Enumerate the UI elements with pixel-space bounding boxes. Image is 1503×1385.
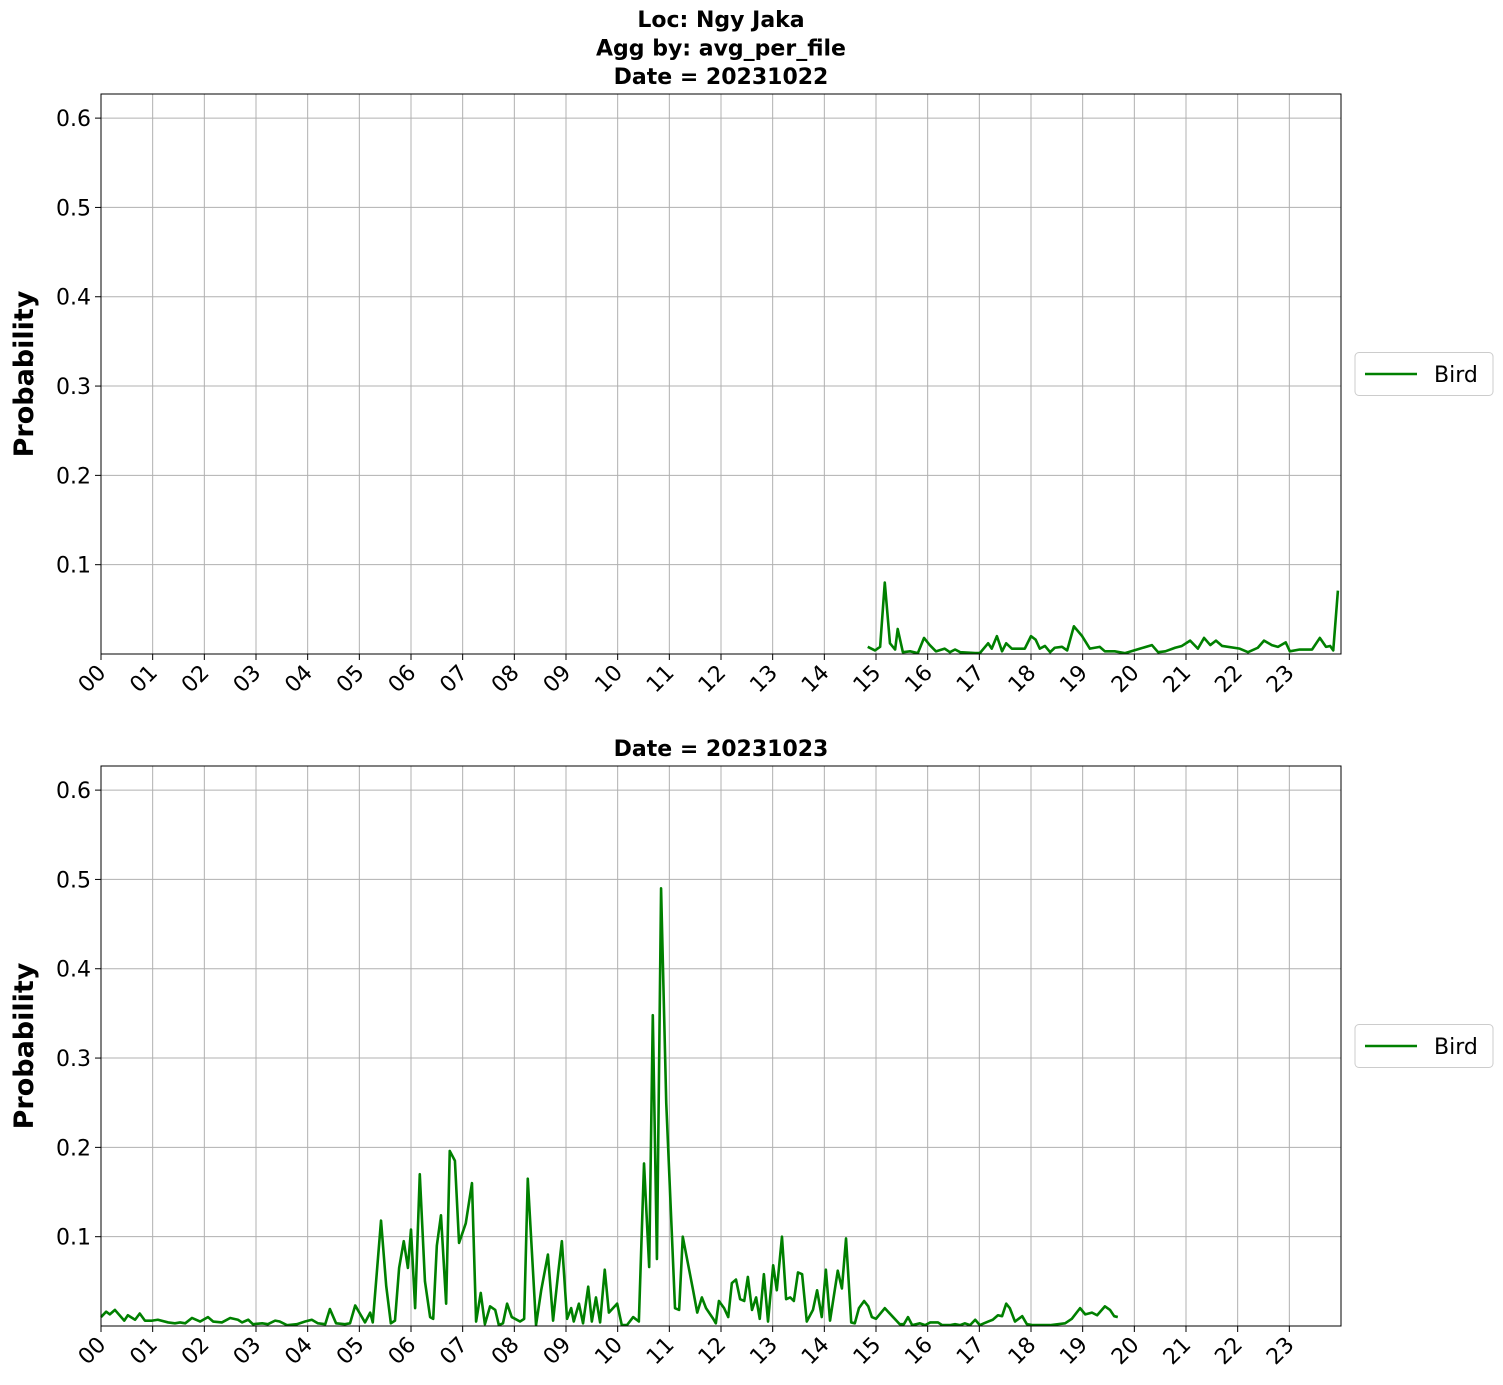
- x-tick-label: 15: [849, 661, 886, 698]
- y-tick-label: 0.5: [56, 868, 91, 893]
- legend-label: Bird: [1434, 1035, 1478, 1060]
- data-line: [100, 887, 1119, 1327]
- y-tick-label: 0.4: [56, 286, 91, 311]
- y-tick-label: 0.6: [56, 107, 91, 132]
- x-tick-label: 12: [694, 661, 731, 698]
- y-tick-label: 0.3: [56, 1047, 91, 1072]
- x-tick-label: 12: [694, 1333, 731, 1370]
- data-line: [867, 581, 1340, 655]
- x-tick-label: 08: [487, 661, 524, 698]
- x-tick-label: 03: [229, 1333, 266, 1370]
- x-tick-label: 20: [1107, 661, 1144, 698]
- y-tick-label: 0.3: [56, 375, 91, 400]
- x-tick-label: 07: [435, 661, 472, 698]
- y-tick-label: 0.1: [56, 1226, 91, 1251]
- axes-frame: [100, 765, 1342, 1327]
- x-tick-label: 06: [384, 1333, 421, 1370]
- x-tick-label: 07: [435, 1333, 472, 1370]
- x-tick-label: 02: [177, 661, 214, 698]
- x-tick-label: 19: [1055, 661, 1092, 698]
- x-tick-label: 10: [590, 661, 627, 698]
- y-tick-label: 0.2: [56, 464, 91, 489]
- y-tick-label: 0.6: [56, 779, 91, 804]
- x-tick-label: 02: [177, 1333, 214, 1370]
- chart-title: Date = 20231022: [614, 65, 829, 90]
- x-tick-label: 01: [125, 661, 162, 698]
- legend-box: [1354, 1024, 1494, 1068]
- x-tick-label: 22: [1210, 1333, 1247, 1370]
- y-tick-label: 0.2: [56, 1136, 91, 1161]
- x-tick-label: 09: [539, 661, 576, 698]
- x-tick-label: 16: [900, 1333, 937, 1370]
- x-tick-label: 11: [642, 1333, 679, 1370]
- y-tick-label: 0.5: [56, 196, 91, 221]
- x-tick-label: 14: [797, 1333, 834, 1370]
- x-tick-label: 17: [952, 661, 989, 698]
- x-tick-label: 18: [1004, 661, 1041, 698]
- x-tick-label: 04: [280, 661, 317, 698]
- x-tick-label: 05: [332, 1333, 369, 1370]
- legend-label: Bird: [1434, 363, 1478, 388]
- x-tick-label: 16: [900, 661, 937, 698]
- x-tick-label: 09: [539, 1333, 576, 1370]
- x-tick-label: 05: [332, 661, 369, 698]
- x-tick-label: 14: [797, 661, 834, 698]
- x-tick-label: 00: [74, 661, 111, 698]
- x-tick-label: 01: [125, 1333, 162, 1370]
- x-tick-label: 10: [590, 1333, 627, 1370]
- y-axis-label: Probability: [9, 290, 40, 457]
- x-tick-label: 21: [1159, 661, 1196, 698]
- x-tick-label: 15: [849, 1333, 886, 1370]
- x-tick-label: 04: [280, 1333, 317, 1370]
- x-tick-label: 21: [1159, 1333, 1196, 1370]
- x-tick-label: 13: [745, 661, 782, 698]
- chart-title: Agg by: avg_per_file: [596, 37, 846, 62]
- x-tick-label: 08: [487, 1333, 524, 1370]
- x-tick-label: 19: [1055, 1333, 1092, 1370]
- x-tick-label: 20: [1107, 1333, 1144, 1370]
- y-axis-label: Probability: [9, 962, 40, 1129]
- legend-box: [1354, 352, 1494, 396]
- y-tick-label: 0.4: [56, 958, 91, 983]
- x-tick-label: 06: [384, 661, 421, 698]
- x-tick-label: 17: [952, 1333, 989, 1370]
- x-tick-label: 22: [1210, 661, 1247, 698]
- axes-frame: [100, 93, 1342, 655]
- x-tick-label: 23: [1262, 661, 1299, 698]
- chart-title: Loc: Ngy Jaka: [637, 8, 804, 33]
- x-tick-label: 11: [642, 661, 679, 698]
- x-tick-label: 03: [229, 661, 266, 698]
- x-tick-label: 18: [1004, 1333, 1041, 1370]
- x-tick-label: 13: [745, 1333, 782, 1370]
- chart-title: Date = 20231023: [614, 737, 829, 762]
- x-tick-label: 00: [74, 1333, 111, 1370]
- x-tick-label: 23: [1262, 1333, 1299, 1370]
- y-tick-label: 0.1: [56, 554, 91, 579]
